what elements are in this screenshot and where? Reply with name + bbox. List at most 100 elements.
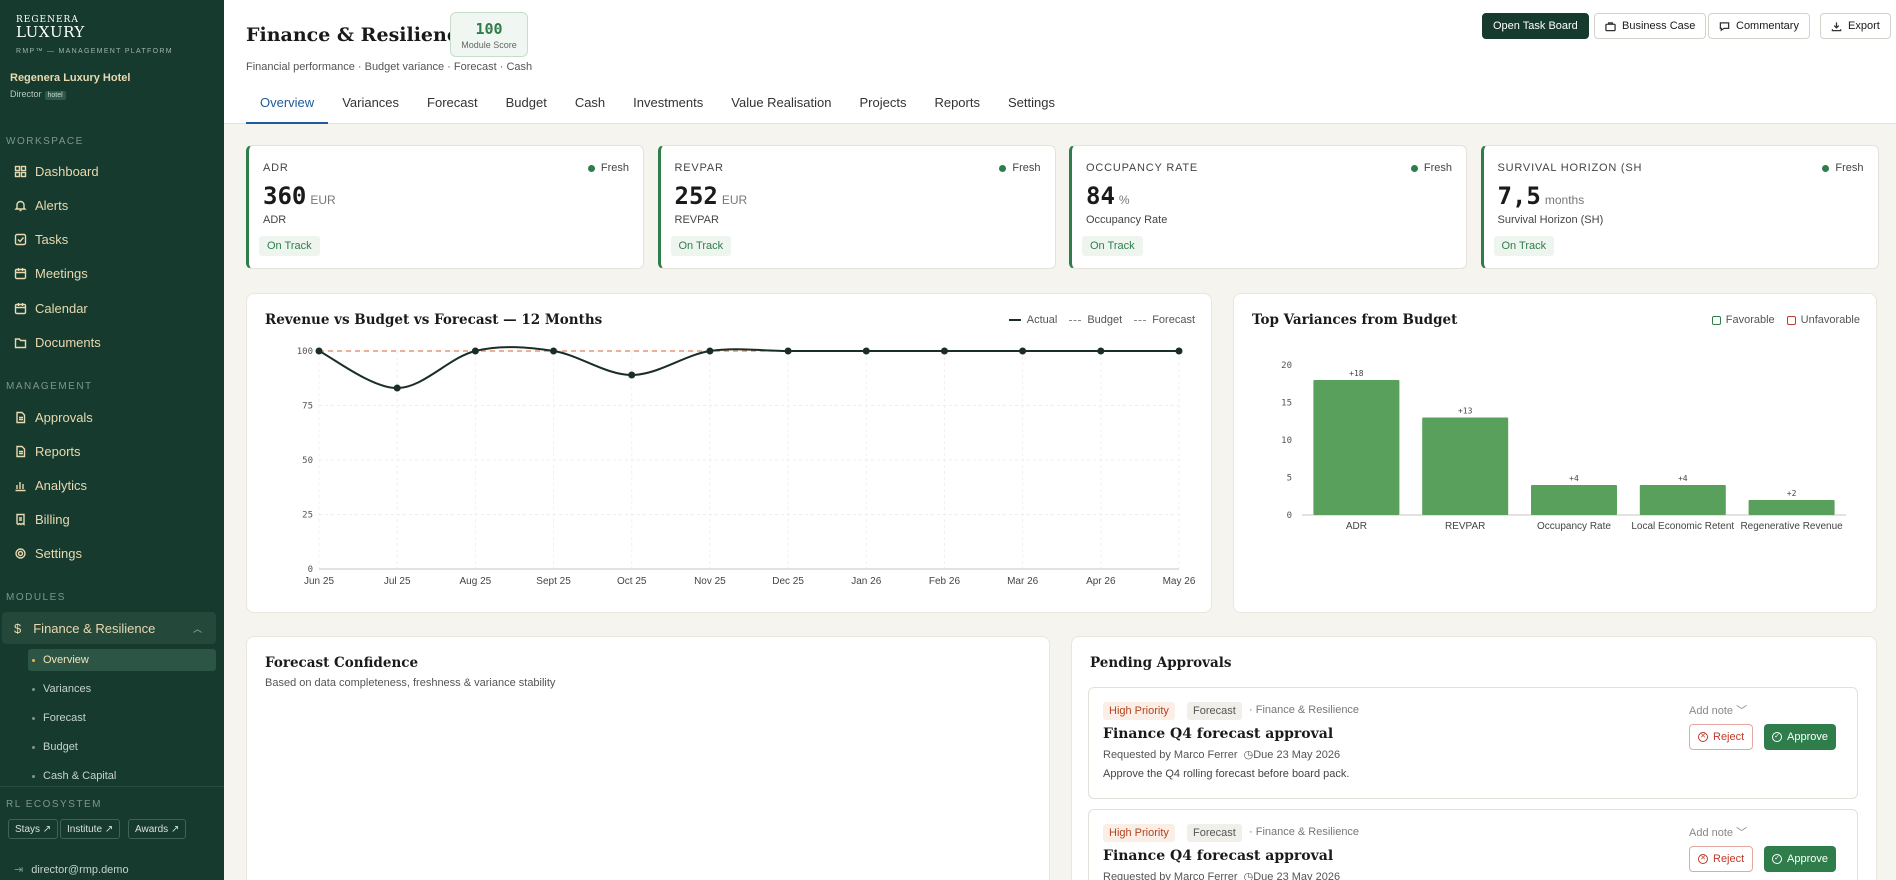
kpi-value: 84% xyxy=(1086,182,1130,210)
kpi-card[interactable]: ADR Fresh 360 EUR ADR On Track xyxy=(246,145,644,269)
actual-data-point xyxy=(628,371,636,379)
status-badge: On Track xyxy=(259,236,320,256)
reject-button[interactable]: ✕ Reject xyxy=(1689,724,1754,750)
approval-module: · Finance & Resilience xyxy=(1249,826,1360,838)
module-score-label: Module Score xyxy=(461,40,517,50)
sidebar-item-meetings[interactable]: Meetings xyxy=(14,264,88,284)
sidebar-item-alerts[interactable]: Alerts xyxy=(14,195,68,215)
tab-budget[interactable]: Budget xyxy=(505,95,547,110)
variance-chart-legend: Favorable Unfavorable xyxy=(1700,314,1860,326)
bullet-icon xyxy=(32,658,35,662)
management-label: MANAGEMENT xyxy=(6,381,93,392)
submodule-forecast[interactable]: Forecast xyxy=(28,707,216,729)
x-tick-label: Local Economic Retent xyxy=(1631,521,1734,532)
legend-forecast: Forecast xyxy=(1134,314,1195,326)
approval-description: Approve the Q4 rolling forecast before b… xyxy=(1103,768,1350,780)
revenue-chart-panel: Revenue vs Budget vs Forecast — 12 Month… xyxy=(246,293,1212,613)
reject-button[interactable]: ✕ Reject xyxy=(1689,846,1754,872)
freshness-indicator: Fresh xyxy=(1822,162,1864,174)
sidebar-item-reports[interactable]: Reports xyxy=(14,441,81,461)
receipt-icon xyxy=(16,513,25,526)
tab-overview[interactable]: Overview xyxy=(246,90,329,124)
open-task-board-button[interactable]: Open Task Board xyxy=(1482,13,1589,39)
variance-bar xyxy=(1313,380,1400,515)
approve-button[interactable]: ✓ Approve xyxy=(1764,846,1836,872)
tab-forecast[interactable]: Forecast xyxy=(427,95,478,110)
kpi-card[interactable]: REVPAR Fresh 252 EUR REVPAR On Track xyxy=(657,145,1056,269)
add-note-button[interactable]: Add note ﹀ xyxy=(1689,705,1748,717)
actual-data-point xyxy=(862,347,870,355)
modules-label: MODULES xyxy=(6,592,66,603)
approval-meta: Requested by Marco Ferrer ◷Due 23 May 20… xyxy=(1103,870,1340,880)
sidebar-item-documents[interactable]: Documents xyxy=(14,333,101,353)
y-tick-label: 0 xyxy=(308,565,313,575)
ecosystem-link-institute[interactable]: Institute ↗ xyxy=(60,819,121,839)
legend-unfavorable: Unfavorable xyxy=(1786,314,1860,326)
legend-budget: Budget xyxy=(1069,314,1122,326)
x-tick-label: Jan 26 xyxy=(851,576,881,587)
kpi-description: Survival Horizon (SH) xyxy=(1497,214,1604,226)
x-tick-label: Jul 25 xyxy=(384,576,411,587)
actual-data-point xyxy=(784,347,792,355)
submodule-variances[interactable]: Variances xyxy=(28,678,216,700)
sidebar-item-tasks[interactable]: Tasks xyxy=(14,230,68,250)
sidebar-item-settings[interactable]: Settings xyxy=(14,544,82,564)
brand-logo[interactable]: REGENERA LUXURY RMP™ — MANAGEMENT PLATFO… xyxy=(16,14,173,58)
nav-label: Reports xyxy=(35,443,81,459)
sidebar-item-approvals[interactable]: Approvals xyxy=(14,407,93,427)
kpi-unit: EUR xyxy=(310,193,336,207)
briefcase-icon xyxy=(1605,21,1616,31)
tab-value-realisation[interactable]: Value Realisation xyxy=(731,95,832,110)
external-link-icon: ↗ xyxy=(104,823,114,835)
commentary-button[interactable]: Commentary xyxy=(1708,13,1810,39)
add-note-button[interactable]: Add note ﹀ xyxy=(1689,827,1748,839)
pending-approvals-title: Pending Approvals xyxy=(1090,655,1232,671)
sidebar-item-calendar[interactable]: Calendar xyxy=(14,298,88,318)
user-account[interactable]: ⇥ director@rmp.demo xyxy=(14,863,129,876)
tab-settings[interactable]: Settings xyxy=(1007,95,1055,110)
ecosystem-link-stays[interactable]: Stays ↗ xyxy=(8,819,59,839)
x-circle-icon: ✕ xyxy=(1698,732,1708,742)
external-link-icon: ↗ xyxy=(170,823,180,835)
actual-series-line xyxy=(318,346,1179,390)
module-label: Finance & Resilience xyxy=(33,620,156,636)
module-finance-resilience[interactable]: $ Finance & Resilience ︿ xyxy=(2,612,216,644)
hotel-selector[interactable]: Regenera Luxury Hotel Director hotel xyxy=(10,72,130,100)
x-tick-label: May 26 xyxy=(1163,576,1196,587)
x-tick-label: Mar 26 xyxy=(1007,576,1039,587)
approve-button[interactable]: ✓ Approve xyxy=(1764,724,1836,750)
tab-projects[interactable]: Projects xyxy=(859,95,907,110)
tab-reports[interactable]: Reports xyxy=(934,95,980,110)
comment-icon xyxy=(1719,21,1730,31)
nav-label: Billing xyxy=(35,512,70,528)
tab-cash[interactable]: Cash xyxy=(574,95,606,110)
kpi-name: OCCUPANCY RATE xyxy=(1086,162,1199,174)
submodule-overview[interactable]: Overview xyxy=(28,649,216,671)
tab-variances[interactable]: Variances xyxy=(342,95,400,110)
actual-data-point xyxy=(706,347,714,355)
kpi-unit: EUR xyxy=(721,193,748,207)
tab-investments[interactable]: Investments xyxy=(633,95,704,110)
y-tick-label: 0 xyxy=(1287,511,1292,521)
actual-data-point xyxy=(550,347,558,355)
chevron-down-icon: ﹀ xyxy=(1736,705,1748,717)
actual-data-point xyxy=(1175,347,1183,355)
sidebar-item-billing[interactable]: Billing xyxy=(14,510,70,530)
sidebar-item-dashboard[interactable]: Dashboard xyxy=(14,161,99,181)
export-button[interactable]: Export xyxy=(1820,13,1891,39)
hotel-name: Regenera Luxury Hotel xyxy=(10,72,131,84)
nav-label: Documents xyxy=(35,335,101,350)
ecosystem-link-awards[interactable]: Awards ↗ xyxy=(128,819,187,839)
bar-value-label: +4 xyxy=(1569,474,1579,483)
submodule-cash-capital[interactable]: Cash & Capital xyxy=(28,765,216,787)
x-tick-label: Sept 25 xyxy=(536,576,571,587)
kpi-card[interactable]: OCCUPANCY RATE Fresh 84% Occupancy Rate On T… xyxy=(1069,145,1467,269)
kpi-card[interactable]: SURVIVAL HORIZON (SH Fresh 7,5 months Surviv… xyxy=(1480,145,1879,269)
bullet-icon xyxy=(32,774,35,778)
checkbox-icon xyxy=(14,233,27,246)
business-case-button[interactable]: Business Case xyxy=(1594,13,1707,39)
sidebar-item-analytics[interactable]: Analytics xyxy=(14,475,87,495)
submodule-budget[interactable]: Budget xyxy=(28,736,216,758)
bullet-icon xyxy=(32,716,35,720)
category-badge: Forecast xyxy=(1187,824,1242,842)
